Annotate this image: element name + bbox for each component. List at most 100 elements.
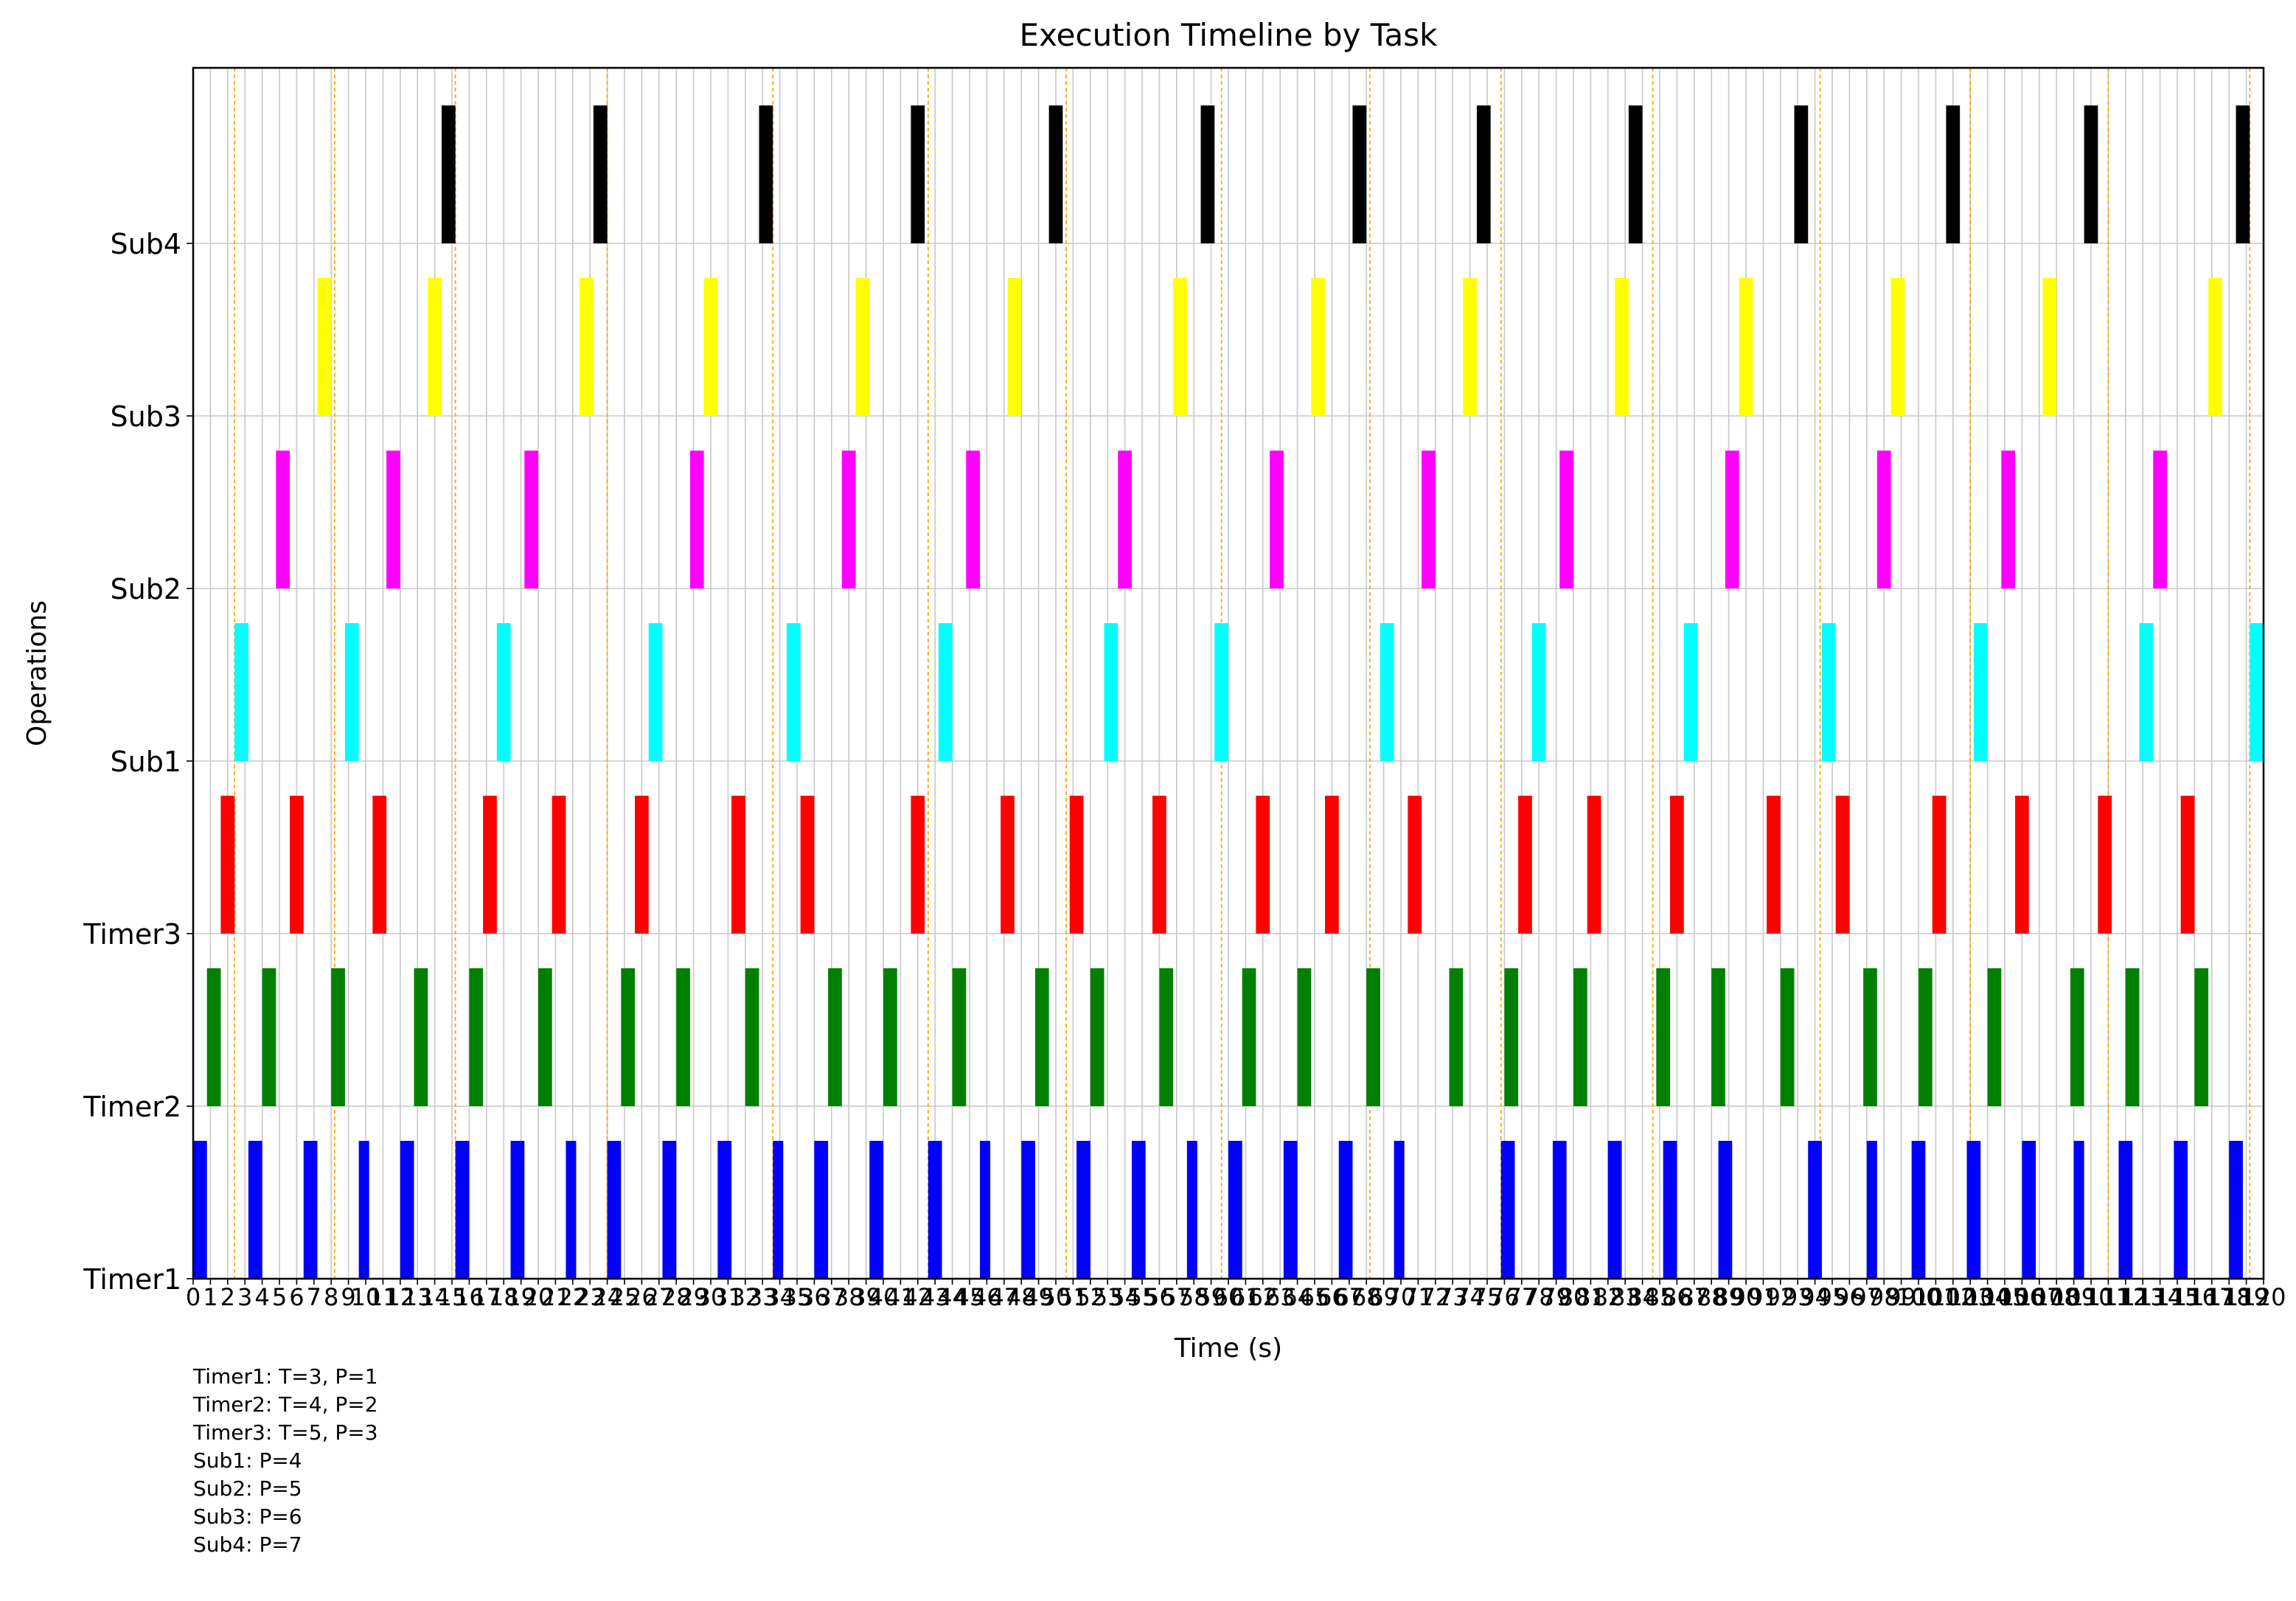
bar-timer1 bbox=[193, 1141, 207, 1279]
x-tick-label: 119 bbox=[2224, 1283, 2269, 1311]
x-tick-label: 19 bbox=[506, 1283, 536, 1311]
y-tick-label-timer1: Timer1 bbox=[83, 1263, 181, 1296]
bar-sub1 bbox=[234, 623, 248, 761]
x-tick-label: 23 bbox=[575, 1283, 605, 1311]
bar-timer1 bbox=[869, 1141, 883, 1279]
bar-sub2 bbox=[2001, 451, 2016, 588]
x-tick-label: 56 bbox=[1144, 1283, 1175, 1311]
x-tick-label: 44 bbox=[937, 1283, 967, 1311]
bar-timer3 bbox=[1408, 796, 1422, 934]
bar-sub1 bbox=[1214, 623, 1228, 761]
x-tick-label: 32 bbox=[730, 1283, 760, 1311]
y-axis-ticks: Timer1 Timer2 Timer3 Sub1 Sub2 Sub3 Sub4 bbox=[83, 228, 193, 1296]
x-tick-label: 10 bbox=[351, 1283, 381, 1311]
bar-timer1 bbox=[1076, 1141, 1090, 1279]
bar-sub4 bbox=[2084, 105, 2098, 243]
bar-sub2 bbox=[1118, 451, 1132, 588]
bar-timer3 bbox=[1767, 796, 1781, 934]
x-tick-label: 8 bbox=[324, 1283, 338, 1311]
x-tick-label: 46 bbox=[972, 1283, 1002, 1311]
bar-sub2 bbox=[1725, 451, 1739, 588]
legend-entry-timer3: Timer3: T=5, P=3 bbox=[193, 1420, 378, 1445]
bar-timer3 bbox=[731, 796, 745, 934]
bar-timer1 bbox=[1911, 1141, 1926, 1279]
x-tick-label: 38 bbox=[834, 1283, 864, 1311]
x-tick-label: 120 bbox=[2241, 1283, 2286, 1311]
bar-timer2 bbox=[2194, 968, 2209, 1106]
bar-sub4 bbox=[441, 105, 456, 243]
bar-timer3 bbox=[800, 796, 815, 934]
bar-timer2 bbox=[1449, 968, 1464, 1106]
bar-timer1 bbox=[1663, 1141, 1677, 1279]
chart-title: Execution Timeline by Task bbox=[1020, 17, 1439, 53]
bar-timer1 bbox=[2073, 1141, 2084, 1279]
bar-timer2 bbox=[883, 968, 897, 1106]
bar-timer2 bbox=[1297, 968, 1312, 1106]
bar-timer2 bbox=[621, 968, 636, 1106]
bar-timer3 bbox=[911, 796, 925, 934]
bar-timer1 bbox=[928, 1141, 942, 1279]
x-tick-label: 7 bbox=[307, 1283, 321, 1311]
x-tick-label: 91 bbox=[1748, 1283, 1778, 1311]
x-tick-label: 45 bbox=[955, 1283, 985, 1311]
x-tick-label: 36 bbox=[799, 1283, 829, 1311]
bar-timer3 bbox=[1587, 796, 1601, 934]
bar-timer2 bbox=[331, 968, 345, 1106]
x-tick-label: 97 bbox=[1851, 1283, 1882, 1311]
x-tick-label: 59 bbox=[1196, 1283, 1226, 1311]
x-tick-label: 55 bbox=[1127, 1283, 1158, 1311]
x-tick-label: 0 bbox=[186, 1283, 201, 1311]
x-tick-label: 58 bbox=[1179, 1283, 1209, 1311]
bar-timer2 bbox=[2070, 968, 2084, 1106]
x-tick-label: 90 bbox=[1731, 1283, 1761, 1311]
y-tick-label-timer3: Timer3 bbox=[83, 918, 181, 951]
bar-timer3 bbox=[2098, 796, 2112, 934]
bar-timer3 bbox=[1256, 796, 1270, 934]
x-tick-label: 96 bbox=[1834, 1283, 1865, 1311]
bar-timer3 bbox=[1069, 796, 1084, 934]
bar-sub3 bbox=[703, 278, 718, 416]
x-tick-label: 107 bbox=[2017, 1283, 2062, 1311]
bar-timer2 bbox=[1711, 968, 1725, 1106]
bar-timer2 bbox=[206, 968, 221, 1106]
bar-timer1 bbox=[358, 1141, 369, 1279]
x-tick-label: 54 bbox=[1110, 1283, 1140, 1311]
bar-timer2 bbox=[745, 968, 759, 1106]
bar-sub4 bbox=[1476, 105, 1491, 243]
bar-sub4 bbox=[759, 105, 773, 243]
bar-timer1 bbox=[2118, 1141, 2133, 1279]
x-tick-label: 82 bbox=[1593, 1283, 1623, 1311]
bar-timer1 bbox=[662, 1141, 677, 1279]
x-tick-label: 102 bbox=[1930, 1283, 1975, 1311]
x-tick-label: 84 bbox=[1627, 1283, 1657, 1311]
x-tick-label: 17 bbox=[471, 1283, 501, 1311]
x-tick-label: 21 bbox=[540, 1283, 571, 1311]
x-tick-label: 51 bbox=[1058, 1283, 1088, 1311]
bar-sub1 bbox=[938, 623, 953, 761]
x-tick-label: 15 bbox=[437, 1283, 467, 1311]
bar-timer3 bbox=[372, 796, 387, 934]
bar-sub3 bbox=[2042, 278, 2057, 416]
bar-sub2 bbox=[1270, 451, 1284, 588]
x-tick-label: 87 bbox=[1679, 1283, 1709, 1311]
x-tick-label: 93 bbox=[1783, 1283, 1813, 1311]
bar-timer1 bbox=[1500, 1141, 1515, 1279]
bar-timer1 bbox=[1718, 1141, 1733, 1279]
x-tick-label: 106 bbox=[2000, 1283, 2045, 1311]
bar-timer2 bbox=[1242, 968, 1256, 1106]
x-tick-label: 89 bbox=[1714, 1283, 1744, 1311]
x-tick-label: 53 bbox=[1093, 1283, 1123, 1311]
bar-sub3 bbox=[1615, 278, 1629, 416]
bar-timer3 bbox=[1932, 796, 1947, 934]
x-tick-label: 27 bbox=[644, 1283, 674, 1311]
bar-timer2 bbox=[469, 968, 484, 1106]
bar-sub1 bbox=[1380, 623, 1394, 761]
bar-sub3 bbox=[1890, 278, 1905, 416]
bar-timer1 bbox=[400, 1141, 414, 1279]
x-tick-label: 77 bbox=[1506, 1283, 1537, 1311]
bar-timer1 bbox=[1131, 1141, 1146, 1279]
x-tick-label: 111 bbox=[2086, 1283, 2131, 1311]
x-tick-label: 49 bbox=[1023, 1283, 1054, 1311]
bar-timer1 bbox=[773, 1141, 784, 1279]
x-tick-label: 116 bbox=[2172, 1283, 2217, 1311]
